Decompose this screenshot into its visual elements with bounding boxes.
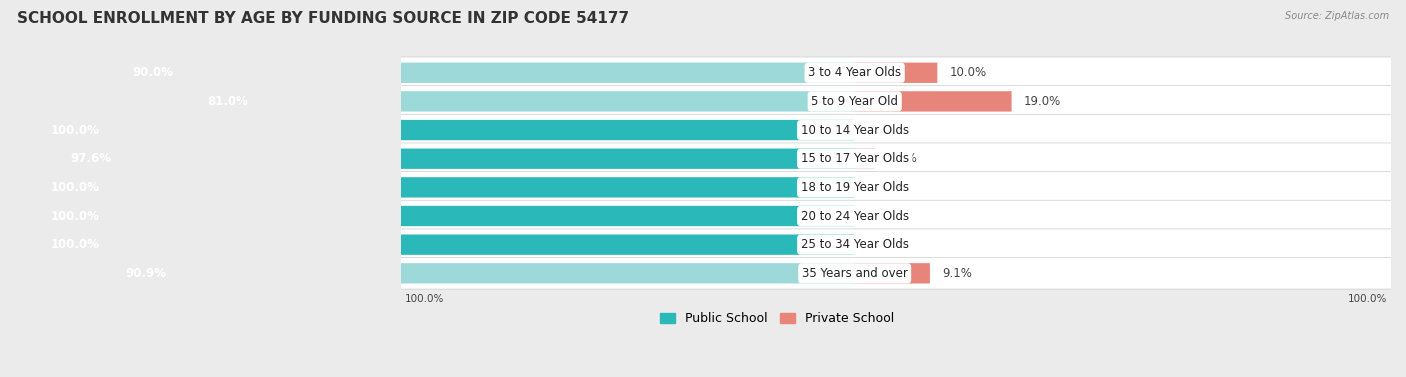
Text: Source: ZipAtlas.com: Source: ZipAtlas.com bbox=[1285, 11, 1389, 21]
Text: 100.0%: 100.0% bbox=[51, 181, 100, 194]
FancyBboxPatch shape bbox=[186, 91, 855, 112]
Text: 100.0%: 100.0% bbox=[405, 294, 444, 304]
FancyBboxPatch shape bbox=[401, 143, 1392, 175]
Text: 0.0%: 0.0% bbox=[868, 124, 897, 136]
Text: 90.9%: 90.9% bbox=[125, 267, 166, 280]
FancyBboxPatch shape bbox=[112, 63, 855, 83]
Text: 20 to 24 Year Olds: 20 to 24 Year Olds bbox=[800, 210, 908, 222]
Text: 90.0%: 90.0% bbox=[132, 66, 174, 79]
Text: 100.0%: 100.0% bbox=[51, 210, 100, 222]
Text: 100.0%: 100.0% bbox=[51, 124, 100, 136]
FancyBboxPatch shape bbox=[855, 91, 1011, 112]
Text: 9.1%: 9.1% bbox=[942, 267, 972, 280]
Text: 81.0%: 81.0% bbox=[207, 95, 247, 108]
FancyBboxPatch shape bbox=[401, 257, 1392, 289]
FancyBboxPatch shape bbox=[401, 172, 1392, 203]
Text: 19.0%: 19.0% bbox=[1024, 95, 1062, 108]
FancyBboxPatch shape bbox=[30, 234, 855, 255]
FancyBboxPatch shape bbox=[401, 57, 1392, 89]
FancyBboxPatch shape bbox=[401, 200, 1392, 232]
Text: 35 Years and over: 35 Years and over bbox=[801, 267, 908, 280]
Text: 0.0%: 0.0% bbox=[868, 238, 897, 251]
Text: SCHOOL ENROLLMENT BY AGE BY FUNDING SOURCE IN ZIP CODE 54177: SCHOOL ENROLLMENT BY AGE BY FUNDING SOUR… bbox=[17, 11, 628, 26]
Text: 15 to 17 Year Olds: 15 to 17 Year Olds bbox=[800, 152, 908, 165]
Text: 0.0%: 0.0% bbox=[868, 181, 897, 194]
Text: 25 to 34 Year Olds: 25 to 34 Year Olds bbox=[800, 238, 908, 251]
Text: 100.0%: 100.0% bbox=[1347, 294, 1386, 304]
FancyBboxPatch shape bbox=[104, 263, 855, 284]
FancyBboxPatch shape bbox=[855, 149, 875, 169]
Text: 10 to 14 Year Olds: 10 to 14 Year Olds bbox=[800, 124, 908, 136]
FancyBboxPatch shape bbox=[401, 86, 1392, 117]
FancyBboxPatch shape bbox=[49, 149, 855, 169]
Text: 97.6%: 97.6% bbox=[70, 152, 111, 165]
Text: 5 to 9 Year Old: 5 to 9 Year Old bbox=[811, 95, 898, 108]
FancyBboxPatch shape bbox=[401, 229, 1392, 261]
FancyBboxPatch shape bbox=[855, 263, 929, 284]
Legend: Public School, Private School: Public School, Private School bbox=[655, 308, 900, 331]
Text: 10.0%: 10.0% bbox=[949, 66, 987, 79]
FancyBboxPatch shape bbox=[30, 206, 855, 226]
Text: 3 to 4 Year Olds: 3 to 4 Year Olds bbox=[808, 66, 901, 79]
Text: 2.4%: 2.4% bbox=[887, 152, 917, 165]
FancyBboxPatch shape bbox=[401, 114, 1392, 146]
Text: 18 to 19 Year Olds: 18 to 19 Year Olds bbox=[800, 181, 908, 194]
FancyBboxPatch shape bbox=[855, 63, 938, 83]
FancyBboxPatch shape bbox=[30, 120, 855, 140]
Text: 100.0%: 100.0% bbox=[51, 238, 100, 251]
Text: 0.0%: 0.0% bbox=[868, 210, 897, 222]
FancyBboxPatch shape bbox=[30, 177, 855, 198]
